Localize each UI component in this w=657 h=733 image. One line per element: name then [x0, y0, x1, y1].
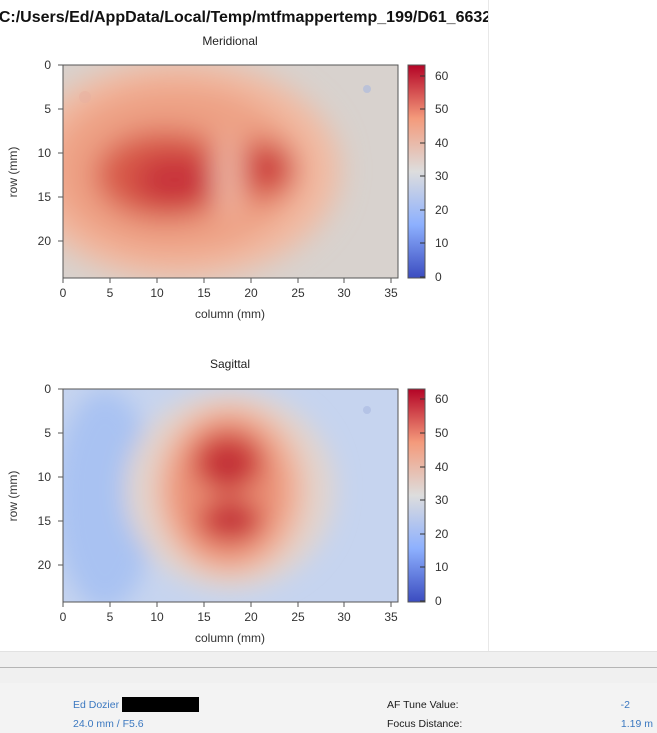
sagittal-cbar-tick: 0 [435, 594, 442, 608]
lens-info: 24.0 mm / F5.6 [73, 718, 144, 730]
sagittal-ytick: 5 [44, 426, 51, 440]
meridional-cbar-tick: 0 [435, 270, 442, 284]
meridional-xtick: 15 [197, 286, 211, 300]
divider-line [0, 667, 657, 668]
meridional-cbar-tick: 60 [435, 69, 449, 83]
sagittal-xtick: 0 [60, 610, 67, 624]
sagittal-cbar-tick: 50 [435, 426, 449, 440]
plot-panel: C:/Users/Ed/AppData/Local/Temp/mtfmapper… [0, 0, 491, 651]
meridional-title: Meridional [202, 34, 257, 48]
sagittal-cbar-tick: 20 [435, 527, 449, 541]
meridional-heatmap [63, 65, 398, 278]
af-tune-label: AF Tune Value: [387, 699, 459, 711]
meridional-cbar-tick: 10 [435, 236, 449, 250]
sagittal-xtick: 10 [150, 610, 164, 624]
sagittal-ytick: 15 [38, 514, 52, 528]
meridional-cbar-tick: 50 [435, 102, 449, 116]
meridional-xtick: 35 [384, 286, 398, 300]
sagittal-xtick: 15 [197, 610, 211, 624]
sagittal-xtick: 20 [244, 610, 258, 624]
meridional-ytick: 10 [38, 146, 52, 160]
sagittal-xtick: 30 [337, 610, 351, 624]
meridional-cbar-tick: 40 [435, 136, 449, 150]
sagittal-ylabel: row (mm) [6, 471, 20, 522]
window-title: C:/Users/Ed/AppData/Local/Temp/mtfmapper… [0, 9, 488, 26]
meridional-ytick: 15 [38, 190, 52, 204]
sagittal-title: Sagittal [210, 357, 250, 371]
meridional-cbar-tick: 30 [435, 169, 449, 183]
meridional-xtick: 25 [291, 286, 305, 300]
sagittal-cbar-tick: 30 [435, 493, 449, 507]
meridional-ytick: 0 [44, 58, 51, 72]
sagittal-cbar-tick: 60 [435, 392, 449, 406]
meridional-ylabel: row (mm) [6, 147, 20, 198]
sagittal-ytick: 0 [44, 382, 51, 396]
meridional-xtick: 20 [244, 286, 258, 300]
side-panel [489, 0, 657, 651]
meridional-cbar-tick: 20 [435, 203, 449, 217]
sagittal-xlabel: column (mm) [195, 631, 265, 645]
sagittal-ytick: 10 [38, 470, 52, 484]
meridional-ytick: 5 [44, 102, 51, 116]
sagittal-cbar-tick: 40 [435, 460, 449, 474]
sagittal-cbar-tick: 10 [435, 560, 449, 574]
plot-canvas: C:/Users/Ed/AppData/Local/Temp/mtfmapper… [0, 9, 491, 645]
af-tune-value: -2 [620, 699, 630, 711]
redacted-block [122, 697, 199, 712]
author-name: Ed Dozier [73, 699, 120, 711]
meridional-xtick: 5 [107, 286, 114, 300]
focus-distance-label: Focus Distance: [387, 718, 463, 730]
sagittal-heatmap [63, 389, 398, 602]
sagittal-xtick: 5 [107, 610, 114, 624]
meridional-ytick: 20 [38, 234, 52, 248]
focus-distance-value: 1.19 m [620, 718, 653, 730]
sagittal-ytick: 20 [38, 558, 52, 572]
meridional-xtick: 10 [150, 286, 164, 300]
meridional-colorbar [407, 64, 426, 279]
meridional-xtick: 30 [337, 286, 351, 300]
meridional-xtick: 0 [60, 286, 67, 300]
sagittal-xtick: 25 [291, 610, 305, 624]
image-info-panel: Ed Dozier 24.0 mm / F5.6 AF Tune Value: … [0, 683, 657, 733]
sagittal-xtick: 35 [384, 610, 398, 624]
meridional-xlabel: column (mm) [195, 307, 265, 321]
sagittal-colorbar [407, 388, 426, 603]
